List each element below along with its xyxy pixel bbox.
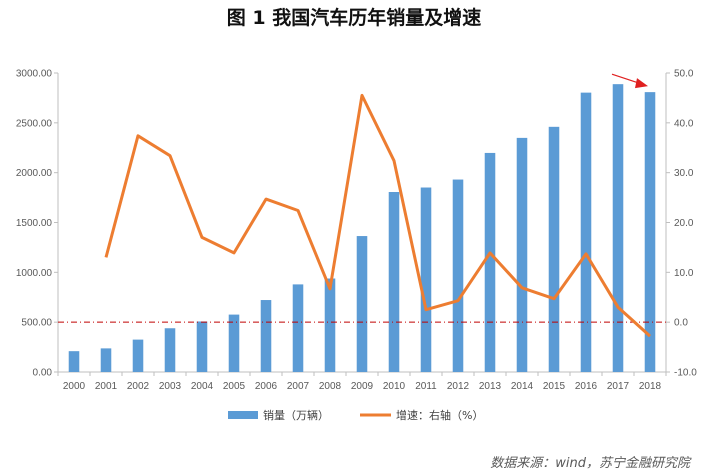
legend-label-growth: 增速：右轴（%） xyxy=(396,408,483,422)
right-axis: -10.0 0.0 10.0 20.0 30.0 40.0 50.0 xyxy=(665,69,697,379)
x-tick-label: 2017 xyxy=(607,381,630,392)
bar-2004 xyxy=(196,321,208,372)
left-tick-label: 3000.00 xyxy=(16,69,53,80)
x-tick-label: 2015 xyxy=(543,381,566,392)
bar-2017 xyxy=(612,84,624,373)
x-tick-label: 2018 xyxy=(639,381,662,392)
x-tick-label: 2004 xyxy=(191,381,214,392)
x-tick-label: 2009 xyxy=(351,381,374,392)
growth-line xyxy=(104,93,652,338)
right-tick-label: 30.0 xyxy=(674,168,694,179)
x-tick-label: 2010 xyxy=(383,381,406,392)
bar-2007 xyxy=(292,284,304,372)
bar-2014 xyxy=(516,137,528,372)
bar-2016 xyxy=(580,92,592,372)
bar-2015 xyxy=(548,126,560,372)
left-tick-label: 1000.00 xyxy=(16,268,53,279)
legend-label-sales: 销量（万辆） xyxy=(263,408,329,422)
bar-2001 xyxy=(100,348,112,372)
bar-2010 xyxy=(388,192,400,372)
x-tick-label: 2011 xyxy=(415,381,437,392)
bar-2005 xyxy=(228,314,240,372)
x-tick-label: 2016 xyxy=(575,381,598,392)
bar-2012 xyxy=(452,179,464,372)
x-tick-label: 2003 xyxy=(159,381,182,392)
legend-swatch-sales xyxy=(228,411,258,419)
chart-title: 图 1 我国汽车历年销量及增速 xyxy=(227,6,481,29)
growth-line-series xyxy=(104,93,652,338)
left-tick-label: 2500.00 xyxy=(16,118,53,129)
x-tick-label: 2012 xyxy=(447,381,470,392)
bar-2011 xyxy=(420,187,432,372)
right-tick-label: 0.0 xyxy=(674,318,688,329)
x-tick-label: 2002 xyxy=(127,381,150,392)
left-tick-label: 1500.00 xyxy=(16,218,53,229)
x-axis: 2000 2001 2002 2003 2004 2005 2006 2007 2008 2009… xyxy=(57,371,667,392)
right-tick-label: 40.0 xyxy=(674,118,694,129)
x-tick-label: 2005 xyxy=(223,381,246,392)
source-note: 数据来源：wind，苏宁金融研究院 xyxy=(490,455,692,471)
bar-series xyxy=(68,84,656,373)
right-tick-label: 20.0 xyxy=(674,218,694,229)
bar-2018 xyxy=(644,92,656,373)
bar-2008 xyxy=(324,278,336,372)
x-tick-label: 2008 xyxy=(319,381,342,392)
bar-2009 xyxy=(356,236,368,372)
annotation-arrow xyxy=(611,73,648,89)
left-tick-label: 2000.00 xyxy=(16,168,53,179)
left-axis: 0.00 500.00 1000.00 1500.00 2000.00 2500.00 30… xyxy=(16,69,59,379)
bar-2006 xyxy=(260,300,272,372)
left-tick-label: 0.00 xyxy=(33,368,53,379)
x-tick-label: 2007 xyxy=(287,381,310,392)
bar-2013 xyxy=(484,152,496,372)
x-tick-label: 2001 xyxy=(95,381,118,392)
right-tick-label: 50.0 xyxy=(674,69,694,80)
left-tick-label: 500.00 xyxy=(21,318,52,329)
legend: 销量（万辆） 增速：右轴（%） xyxy=(228,408,483,422)
right-tick-label: -10.0 xyxy=(674,368,697,379)
right-tick-label: 10.0 xyxy=(674,268,694,279)
bar-2003 xyxy=(164,328,176,372)
x-tick-label: 2014 xyxy=(511,381,534,392)
bar-2002 xyxy=(132,339,144,372)
x-tick-label: 2006 xyxy=(255,381,278,392)
x-tick-label: 2013 xyxy=(479,381,502,392)
bar-2000 xyxy=(68,351,80,372)
annotation-arrow-head xyxy=(635,78,648,89)
x-tick-label: 2000 xyxy=(63,381,86,392)
